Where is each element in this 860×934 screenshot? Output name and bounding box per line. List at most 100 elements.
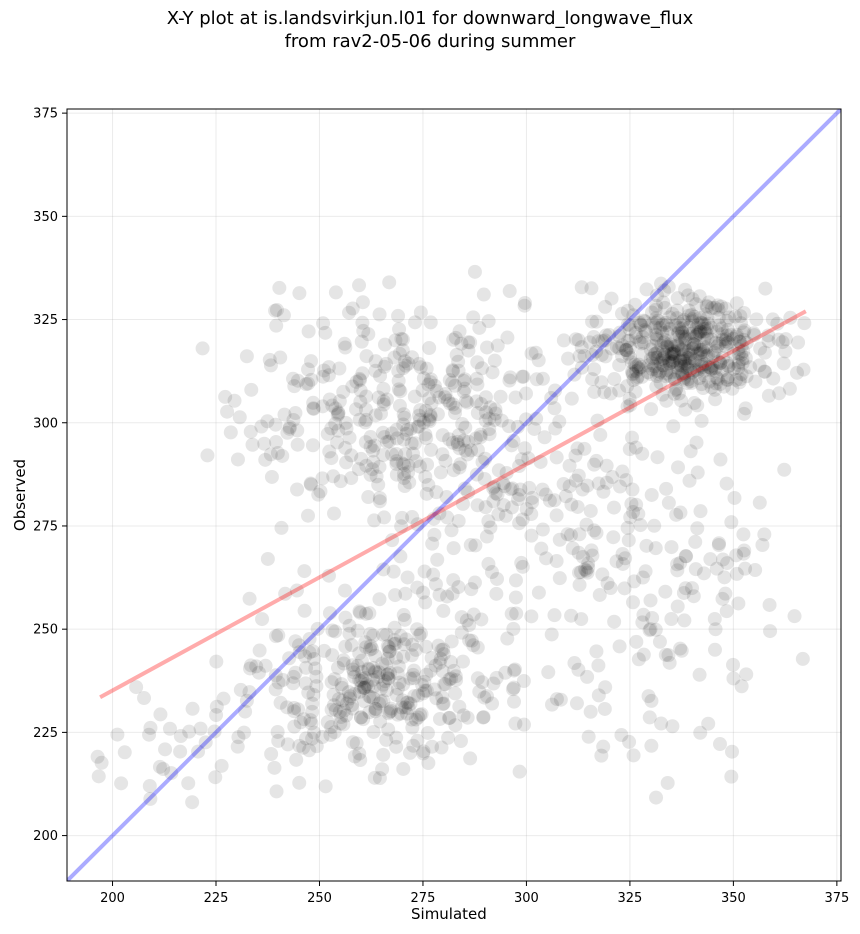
data-point <box>614 306 629 321</box>
data-point <box>605 470 620 485</box>
data-point <box>696 344 711 359</box>
data-point <box>349 736 364 751</box>
data-point <box>609 339 624 354</box>
data-point <box>677 338 692 353</box>
data-point <box>355 366 370 381</box>
data-point <box>374 681 389 696</box>
y-tick-label: 375 <box>33 107 58 122</box>
data-point <box>366 454 381 469</box>
data-point <box>371 669 386 684</box>
data-point <box>797 316 812 331</box>
data-point <box>629 329 644 344</box>
data-point <box>433 465 448 480</box>
data-point <box>731 358 746 373</box>
data-point <box>506 621 521 636</box>
data-point <box>591 334 606 349</box>
data-point <box>327 506 342 521</box>
data-point <box>631 362 646 377</box>
data-point <box>415 678 430 693</box>
data-point <box>589 453 604 468</box>
data-point <box>670 291 685 306</box>
data-point <box>398 447 413 462</box>
data-point <box>673 358 688 373</box>
data-point <box>691 325 706 340</box>
data-point <box>420 457 435 472</box>
data-point <box>431 638 446 653</box>
data-point <box>331 692 346 707</box>
data-point <box>653 355 668 370</box>
x-tick-label: 350 <box>721 891 746 906</box>
data-point <box>362 689 377 704</box>
data-point <box>685 312 700 327</box>
data-point <box>441 711 456 726</box>
data-point <box>286 413 301 428</box>
data-point <box>400 706 415 721</box>
data-point <box>436 696 451 711</box>
data-point <box>624 496 639 511</box>
data-point <box>644 402 659 417</box>
data-point <box>650 369 665 384</box>
data-point <box>324 421 339 436</box>
data-point <box>622 391 637 406</box>
data-point <box>467 264 482 279</box>
data-point <box>359 412 374 427</box>
data-point <box>637 314 652 329</box>
data-point <box>612 383 627 398</box>
data-point <box>394 700 409 715</box>
data-point <box>583 503 598 518</box>
data-point <box>472 320 487 335</box>
data-point <box>209 654 224 669</box>
data-point <box>328 416 343 431</box>
y-axis-label: Observed <box>11 458 30 532</box>
data-point <box>363 639 378 654</box>
data-point <box>617 581 632 596</box>
data-point <box>579 563 594 578</box>
data-point <box>410 733 425 748</box>
data-point <box>444 523 459 538</box>
plot-frame <box>66 108 842 882</box>
data-point <box>529 372 544 387</box>
data-point <box>704 362 719 377</box>
data-point <box>429 384 444 399</box>
data-point <box>262 352 277 367</box>
data-point <box>423 315 438 330</box>
data-point <box>451 428 466 443</box>
data-point <box>618 551 633 566</box>
data-point <box>457 381 472 396</box>
data-point <box>626 373 641 388</box>
data-point <box>695 342 710 357</box>
data-point <box>486 481 501 496</box>
data-point <box>464 633 479 648</box>
data-point <box>361 661 376 676</box>
data-point <box>517 298 532 313</box>
data-point <box>411 419 426 434</box>
data-point <box>594 347 609 362</box>
data-point <box>408 315 423 330</box>
data-point <box>622 322 637 337</box>
data-point <box>382 665 397 680</box>
data-point <box>664 365 679 380</box>
data-point <box>612 639 627 654</box>
data-point <box>667 371 682 386</box>
data-point <box>428 577 443 592</box>
data-point <box>359 606 374 621</box>
data-point <box>678 282 693 297</box>
data-point <box>366 691 381 706</box>
data-point <box>544 697 559 712</box>
data-point <box>432 587 447 602</box>
data-point <box>258 658 273 673</box>
data-point <box>692 667 707 682</box>
data-point <box>435 697 450 712</box>
data-point <box>383 701 398 716</box>
data-point <box>451 580 466 595</box>
data-point <box>656 358 671 373</box>
data-point <box>358 640 373 655</box>
data-point <box>625 595 640 610</box>
data-point <box>675 366 690 381</box>
data-point <box>571 333 586 348</box>
data-point <box>345 658 360 673</box>
data-point <box>704 380 719 395</box>
data-point <box>585 548 600 563</box>
data-point <box>376 677 391 692</box>
data-point <box>404 712 419 727</box>
